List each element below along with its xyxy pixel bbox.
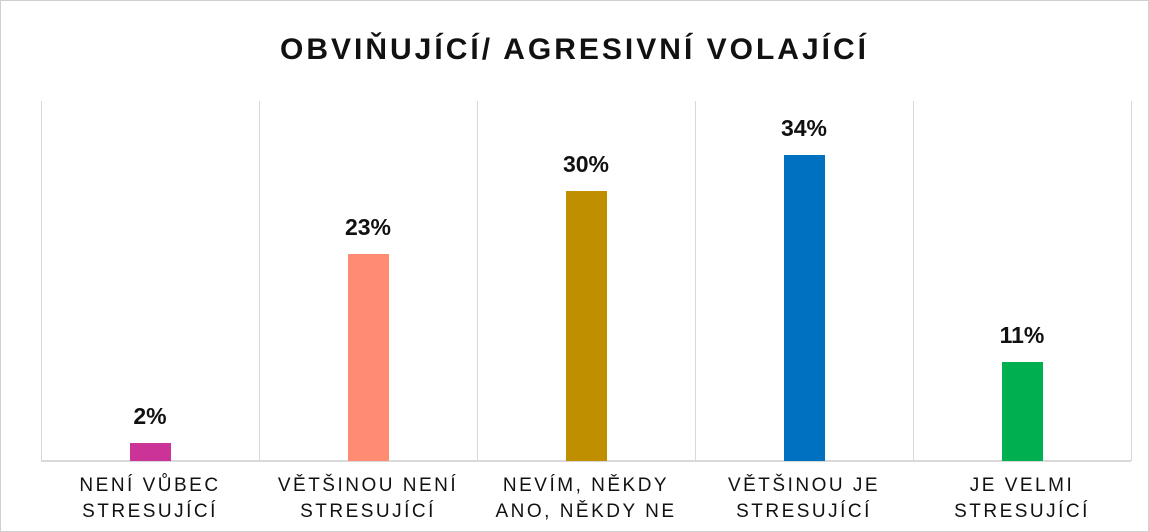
category-divider	[259, 101, 260, 461]
x-tick-label: NEVÍM, NĚKDY ANO, NĚKDY NE	[495, 475, 677, 522]
category-divider	[41, 101, 42, 461]
data-label: 34%	[780, 115, 828, 141]
data-label: 30%	[562, 151, 610, 177]
baseline	[41, 460, 1131, 462]
x-tick-label: VĚTŠINOU NENÍ STRESUJÍCÍ	[277, 475, 459, 522]
bar	[1001, 362, 1043, 461]
x-tick-label: VĚTŠINOU JE STRESUJÍCÍ	[727, 475, 881, 522]
data-label: 11%	[999, 322, 1045, 348]
bar	[783, 155, 825, 461]
data-label: 23%	[344, 214, 392, 240]
bar	[347, 254, 389, 461]
chart-title: OBVIŇUJÍCÍ/ AGRESIVNÍ VOLAJÍCÍ	[280, 33, 869, 66]
category-divider	[477, 101, 478, 461]
data-label: 2%	[133, 403, 167, 429]
x-tick-label: NENÍ VŮBEC STRESUJÍCÍ	[79, 475, 221, 522]
bar	[565, 191, 607, 461]
category-divider	[695, 101, 696, 461]
category-divider	[913, 101, 914, 461]
bar	[129, 443, 171, 461]
x-tick-label: JE VELMI STRESUJÍCÍ	[954, 475, 1090, 522]
category-divider	[1131, 101, 1132, 461]
